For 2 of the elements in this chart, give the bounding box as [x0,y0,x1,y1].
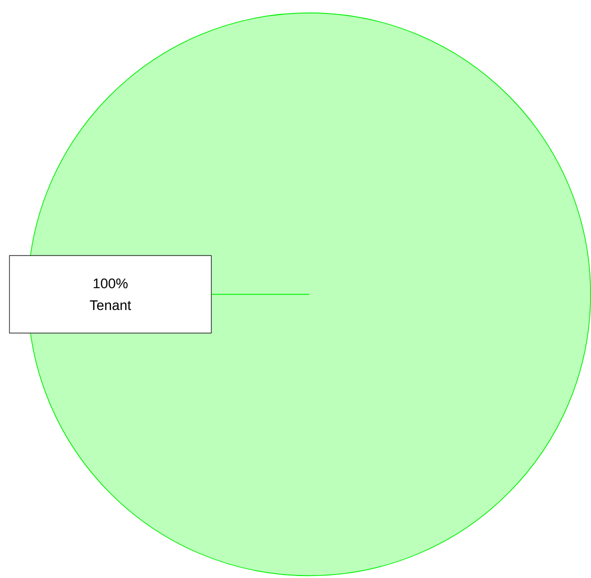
data-label: 100% [94,278,128,288]
slice-label: Tenant [90,300,132,310]
